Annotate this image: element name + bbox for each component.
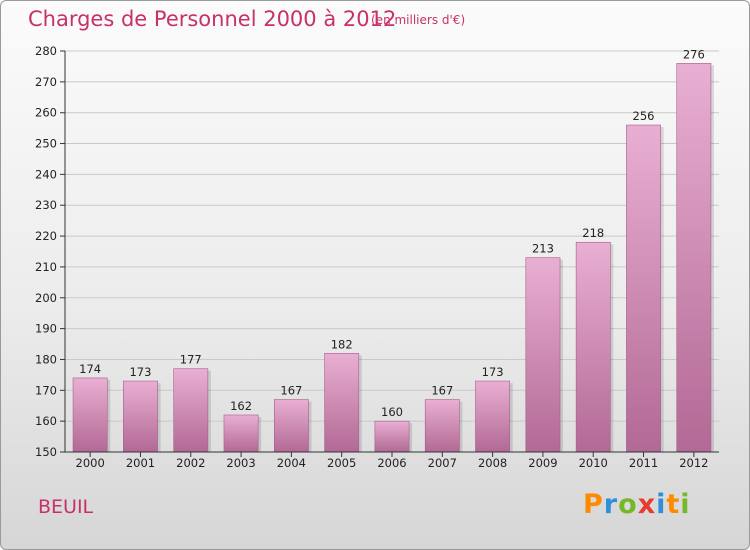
- bar-2006[interactable]: [374, 420, 410, 453]
- bar-2008[interactable]: [475, 380, 511, 453]
- x-tick-label: 2006: [377, 456, 406, 470]
- bar-2003[interactable]: [223, 414, 259, 453]
- x-tick-label: 2008: [478, 456, 507, 470]
- y-tick-label: 220: [35, 229, 57, 243]
- x-tick-label: 2002: [176, 456, 205, 470]
- bar-2000[interactable]: [72, 377, 108, 453]
- logo-letter: x: [637, 489, 657, 520]
- value-labels: 174 173 177 162 167 182 160 167 173 213 218 256 276: [79, 47, 705, 419]
- logo-letter: o: [618, 489, 638, 520]
- value-label: 218: [582, 226, 604, 240]
- value-label: 182: [331, 337, 353, 351]
- value-label: 213: [532, 242, 554, 256]
- x-tick-label: 2011: [629, 456, 658, 470]
- bar-2011[interactable]: [626, 124, 661, 453]
- chart-title: Charges de Personnel 2000 à 2012: [28, 7, 397, 31]
- bar-2010[interactable]: [575, 241, 611, 453]
- value-label: 256: [633, 109, 655, 123]
- y-tick-label: 170: [35, 383, 57, 397]
- y-tick-label: 210: [35, 260, 57, 274]
- bar-2009[interactable]: [525, 257, 561, 453]
- bar-2001[interactable]: [123, 380, 158, 453]
- bar-2005[interactable]: [324, 352, 360, 453]
- value-label: 162: [230, 399, 252, 413]
- value-label: 167: [280, 384, 302, 398]
- x-tick-label: 2004: [277, 456, 306, 470]
- y-tick-label: 270: [35, 75, 57, 89]
- y-tick-label: 280: [35, 44, 57, 58]
- x-tick-label: 2009: [528, 456, 557, 470]
- value-label: 276: [683, 47, 705, 61]
- value-label: 167: [431, 384, 453, 398]
- y-tick-label: 160: [35, 414, 57, 428]
- y-tick-label: 250: [35, 137, 57, 151]
- bars: [72, 63, 714, 453]
- x-tick-label: 2007: [428, 456, 457, 470]
- y-tick-label: 200: [35, 291, 57, 305]
- x-tick-label: 2003: [226, 456, 255, 470]
- x-tick-label: 2012: [679, 456, 708, 470]
- value-label: 173: [482, 365, 504, 379]
- value-label: 177: [180, 353, 202, 367]
- axes: 150 160 170 180 190 200 210 220 230 240 250 260 270 2…: [35, 44, 719, 470]
- plot-area: [65, 51, 719, 452]
- logo-letter: r: [603, 489, 619, 520]
- bar-2004[interactable]: [273, 399, 309, 453]
- x-tick-label: 2010: [579, 456, 608, 470]
- value-label: 174: [79, 362, 101, 376]
- proxiti-logo[interactable]: Proxiti: [583, 489, 691, 520]
- y-tick-label: 180: [35, 352, 57, 366]
- logo-letter: t: [666, 489, 681, 520]
- y-tick-label: 190: [35, 322, 57, 336]
- value-label: 160: [381, 405, 403, 419]
- y-tick-label: 230: [35, 198, 57, 212]
- logo-letter: P: [583, 489, 604, 520]
- y-tick-label: 260: [35, 106, 57, 120]
- x-tick-label: 2000: [76, 456, 105, 470]
- chart-subtitle: (en milliers d'€): [371, 13, 466, 27]
- x-tick-label: 2005: [327, 456, 356, 470]
- logo-letter: i: [656, 489, 667, 520]
- bar-2002[interactable]: [173, 368, 209, 453]
- x-tick-label: 2001: [126, 456, 155, 470]
- bar-2012[interactable]: [676, 63, 712, 453]
- grid-lines: [65, 50, 719, 453]
- y-tick-label: 150: [35, 445, 57, 459]
- y-tick-label: 240: [35, 167, 57, 181]
- commune-name: BEUIL: [38, 496, 94, 518]
- bar-2007[interactable]: [424, 399, 460, 453]
- value-label: 173: [129, 365, 151, 379]
- logo-letter: i: [680, 489, 691, 520]
